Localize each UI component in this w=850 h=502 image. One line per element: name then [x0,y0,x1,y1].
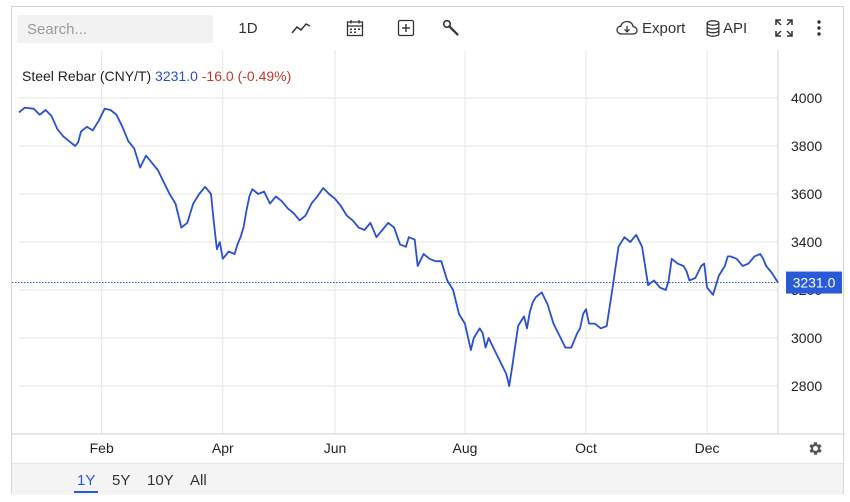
x-tick-label: Aug [452,440,477,456]
tab-1y[interactable]: 1Y [74,470,99,493]
range-tabs: 1Y 5Y 10Y All [12,463,843,495]
price-chart[interactable]: 2800300032003400360038004000FebAprJunAug… [12,7,845,463]
export-button[interactable]: Export [616,15,688,41]
fullscreen-icon[interactable] [771,15,797,41]
price-series-line [18,106,779,387]
api-label: API [723,19,748,37]
search-input[interactable] [17,15,213,43]
x-tick-label: Jun [324,440,347,456]
more-vertical-icon[interactable] [810,15,828,41]
wrench-icon[interactable] [438,15,464,41]
x-tick-label: Oct [575,440,597,456]
export-label: Export [642,19,686,37]
gear-icon[interactable] [804,437,826,459]
tab-10y[interactable]: 10Y [147,472,174,489]
x-tick-label: Dec [695,440,720,456]
legend-change: -16.0 (-0.49%) [202,68,291,84]
legend-price: 3231.0 [155,68,202,84]
y-tick-label: 2800 [791,378,822,394]
api-button[interactable]: API [706,15,754,41]
last-price-badge [786,271,842,294]
y-tick-label: 3000 [791,330,822,346]
chart-widget: 1D Export API [11,6,845,495]
line-chart-icon[interactable] [288,15,314,41]
chart-legend: Steel Rebar (CNY/T) 3231.0 -16.0 (-0.49%… [22,68,291,84]
x-tick-label: Apr [212,440,234,456]
toolbar: 1D Export API [12,7,843,49]
x-tick-label: Feb [90,440,114,456]
y-tick-label: 3400 [791,234,822,250]
cloud-download-icon [616,20,638,36]
tab-all[interactable]: All [190,472,207,489]
y-tick-label: 4000 [791,90,822,106]
database-icon [706,19,720,37]
interval-button[interactable]: 1D [238,19,258,37]
plus-square-icon[interactable] [393,15,419,41]
calendar-icon[interactable] [342,15,368,41]
legend-instrument: Steel Rebar (CNY/T) [22,68,155,84]
tab-5y[interactable]: 5Y [112,472,131,489]
last-price-label: 3231.0 [793,275,836,291]
y-tick-label: 3800 [791,138,822,154]
y-tick-label: 3600 [791,186,822,202]
